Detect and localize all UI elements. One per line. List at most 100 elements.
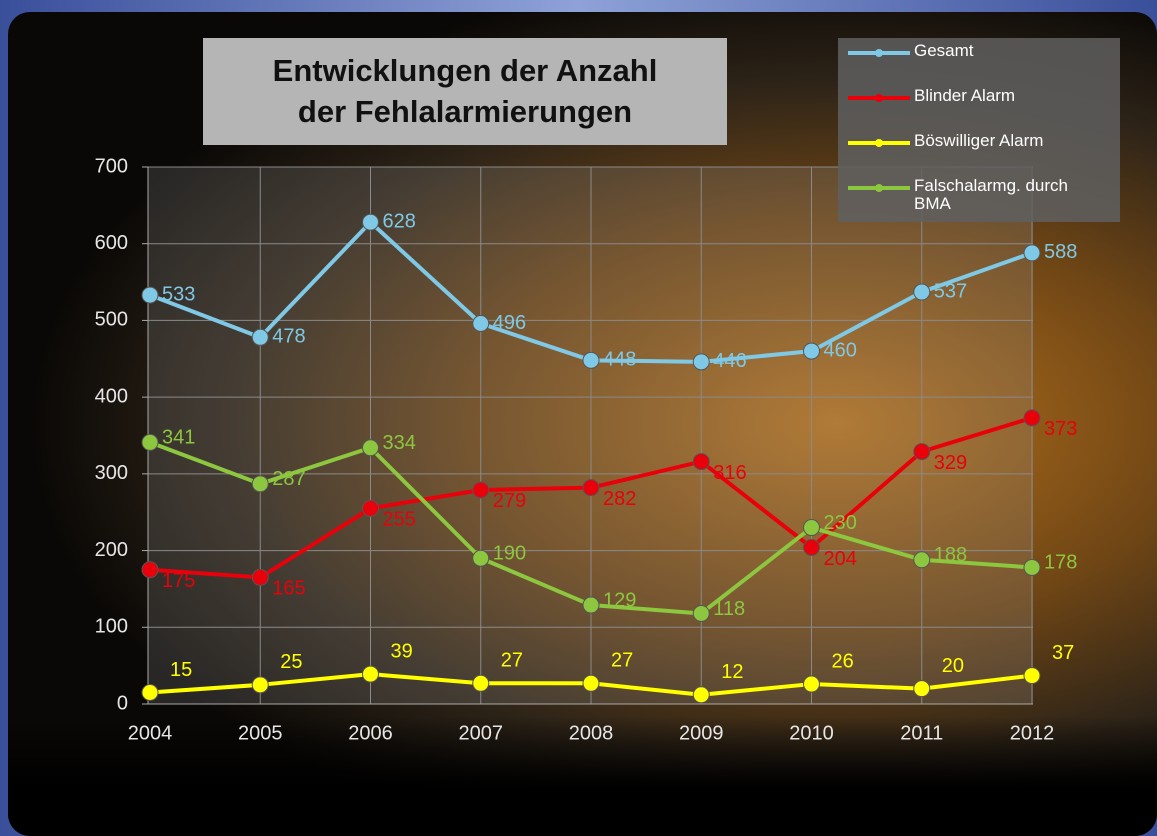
data-point [472,314,490,332]
data-point [141,561,159,579]
data-point [141,433,159,451]
data-label: 37 [1052,642,1074,664]
data-label: 282 [603,488,636,510]
data-point [1023,409,1041,427]
data-label: 334 [383,432,416,454]
x-tick-label: 2004 [128,722,173,744]
data-point [692,604,710,622]
data-point [251,475,269,493]
data-point [913,680,931,698]
data-point [1023,558,1041,576]
y-tick-label: 100 [95,616,128,638]
data-label: 460 [824,339,857,361]
data-point [913,443,931,461]
data-label: 478 [272,326,305,348]
data-label: 329 [934,452,967,474]
data-label: 175 [162,570,195,592]
legend-marker [848,139,910,147]
data-point [472,481,490,499]
x-tick-label: 2006 [348,722,393,744]
data-label: 165 [272,578,305,600]
data-label: 279 [493,490,526,512]
data-point [692,686,710,704]
legend-entry: Blinder Alarm [844,87,1114,132]
legend-entry: Böswilliger Alarm [844,132,1114,177]
data-label: 496 [493,312,526,334]
data-point [251,328,269,346]
y-tick-label: 400 [95,385,128,407]
x-tick-label: 2005 [238,722,283,744]
data-point [803,539,820,557]
data-label: 341 [162,427,195,449]
legend-dot [875,49,883,57]
legend: Gesamt Blinder Alarm Böswilliger Alarm Fals… [838,38,1120,222]
data-label: 373 [1044,418,1077,440]
data-label: 12 [721,661,743,683]
data-point [803,519,820,537]
data-label: 316 [713,462,746,484]
data-point [582,596,600,614]
data-label: 188 [934,544,967,566]
data-label: 588 [1044,241,1077,263]
data-point [803,342,820,360]
data-label: 15 [170,659,192,681]
data-point [913,551,931,569]
data-label: 287 [272,468,305,490]
x-tick-label: 2012 [1010,722,1055,744]
legend-dot [875,184,883,192]
data-label: 25 [280,651,302,673]
data-point [582,674,600,692]
y-tick-label: 700 [95,155,128,177]
data-label: 230 [824,512,857,534]
data-point [1023,667,1041,685]
legend-label: Böswilliger Alarm [914,131,1044,150]
data-label: 190 [493,543,526,565]
data-point [141,286,159,304]
legend-entry: Falschalarmg. durch BMA [844,177,1114,222]
x-tick-label: 2010 [789,722,834,744]
x-tick-label: 2009 [679,722,724,744]
data-label: 27 [611,650,633,672]
data-label: 628 [383,211,416,233]
x-tick-label: 2011 [900,722,943,744]
y-tick-label: 0 [117,692,128,714]
legend-dot [875,94,883,102]
legend-label: Blinder Alarm [914,86,1016,105]
data-point [472,549,490,567]
data-point [362,499,379,517]
data-label: 27 [501,650,523,672]
data-label: 178 [1044,552,1077,574]
data-point [803,675,820,693]
data-point [582,479,600,497]
data-label: 129 [603,589,636,611]
data-point [913,283,931,301]
x-tick-label: 2008 [569,722,614,744]
chart-title: Entwicklungen der Anzahl der Fehlalarmie… [203,38,727,145]
legend-marker [848,184,910,192]
legend-entry: Gesamt [844,42,1114,87]
x-tick-label: 2007 [459,722,504,744]
legend-label: Gesamt [914,41,974,60]
legend-label: Falschalarmg. durch BMA [914,176,1069,213]
data-point [362,213,379,231]
legend-marker [848,94,910,102]
data-point [362,665,379,683]
data-label: 39 [391,640,413,662]
data-point [141,683,159,701]
data-point [472,674,490,692]
data-point [582,351,600,369]
data-point [251,568,269,586]
data-label: 255 [383,509,416,531]
y-tick-label: 200 [95,539,128,561]
data-point [1023,244,1041,262]
data-label: 26 [832,650,854,672]
data-point [692,353,710,371]
data-point [362,439,379,457]
data-label: 446 [713,350,746,372]
y-tick-label: 500 [95,309,128,331]
data-label: 537 [934,280,967,302]
data-label: 118 [713,598,745,620]
data-point [692,453,710,471]
data-label: 20 [942,655,964,677]
y-tick-label: 600 [95,232,128,254]
